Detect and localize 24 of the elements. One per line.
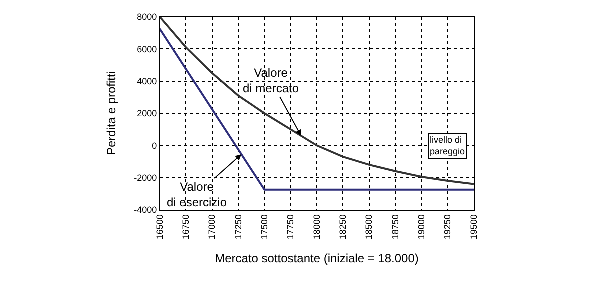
- x-tick-label: 19000: [416, 214, 427, 240]
- annotation: livello di pareggio: [430, 135, 466, 157]
- x-tick-label: 19500: [468, 214, 479, 240]
- x-tick-label: 18250: [338, 214, 348, 240]
- x-tick-label: 18750: [390, 214, 400, 240]
- x-tick-label: 17000: [207, 214, 218, 240]
- x-tick-label: 18500: [364, 214, 374, 240]
- x-tick-label: 17250: [233, 214, 244, 240]
- annotation: Valore di mercato: [243, 66, 300, 96]
- y-tick-label: -2000: [134, 172, 158, 183]
- y-tick-label: 6000: [137, 44, 158, 54]
- y-tick-label: 8000: [137, 12, 158, 22]
- x-axis-title: Mercato sottostante (iniziale = 18.000): [215, 252, 419, 266]
- y-tick-label: 4000: [137, 76, 158, 86]
- y-tick-label: 2000: [137, 108, 158, 119]
- x-tick-label: 17500: [260, 214, 270, 240]
- y-tick-label: -4000: [134, 205, 158, 216]
- x-tick-label: 17750: [286, 214, 296, 240]
- x-tick-label: 18000: [312, 214, 322, 240]
- x-tick-label: 16750: [181, 214, 192, 240]
- y-tick-label: 0: [152, 140, 158, 151]
- y-axis-title: Perdita e profitti: [104, 71, 118, 156]
- x-tick-label: 16500: [154, 214, 165, 240]
- x-tick-label: 19250: [442, 214, 453, 240]
